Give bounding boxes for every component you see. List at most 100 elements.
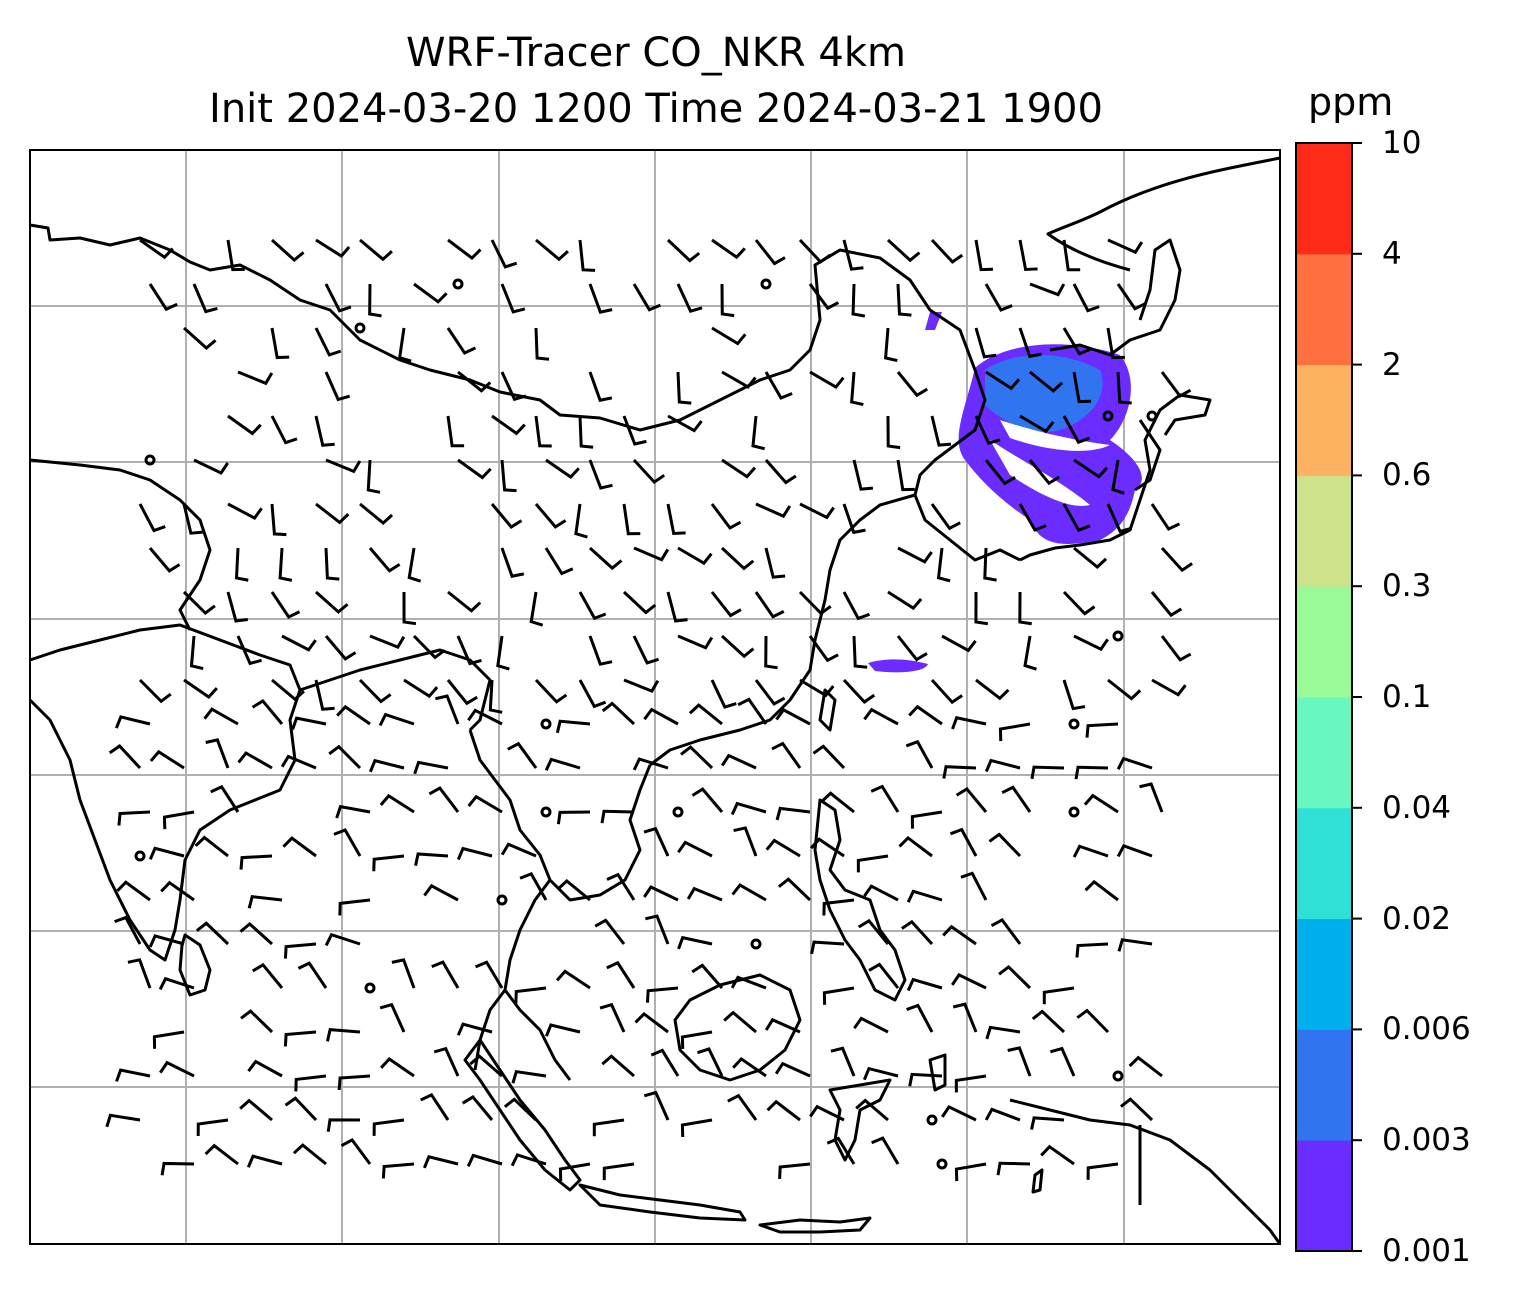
wind-barb — [720, 753, 757, 770]
wind-barb — [765, 838, 801, 858]
wind-barb — [667, 414, 703, 433]
wind-barb — [960, 871, 988, 901]
wind-barb — [1029, 282, 1066, 297]
wind-barb — [1018, 503, 1047, 532]
wind-barb — [721, 458, 757, 479]
wind-barb — [632, 458, 666, 485]
wind-barb — [1083, 793, 1119, 814]
wind-barb — [535, 238, 569, 262]
wind-barb — [578, 679, 607, 709]
wind-barb — [315, 238, 351, 259]
wind-barb — [544, 757, 581, 771]
wind-barb — [775, 707, 811, 726]
wind-barb — [677, 935, 713, 950]
wind-barb — [897, 546, 933, 564]
wind-barb — [203, 707, 239, 726]
wind-barb — [368, 283, 382, 318]
wind-barb — [138, 678, 172, 704]
wind-barb — [270, 327, 290, 360]
wind-barb — [251, 698, 284, 725]
wind-barb — [578, 239, 596, 272]
wind-barb — [633, 546, 670, 562]
calm-wind-marker — [936, 1158, 948, 1170]
colorbar-segment — [1296, 364, 1352, 476]
wind-barb — [431, 960, 460, 989]
wind-barb — [936, 547, 951, 583]
wind-barb — [280, 754, 317, 770]
wind-barb — [852, 635, 868, 669]
wind-barb — [514, 986, 547, 1004]
wind-barb — [1062, 327, 1092, 356]
wind-barb — [324, 283, 352, 313]
wind-barb — [778, 1162, 811, 1180]
wind-barb — [534, 503, 567, 529]
wind-barb — [731, 883, 767, 902]
wind-barb — [148, 846, 185, 860]
calm-wind-marker — [1068, 718, 1080, 730]
wind-barb — [600, 809, 635, 824]
wind-barb — [809, 837, 845, 858]
colorbar-tick-label: 0.003 — [1382, 1122, 1471, 1159]
wind-barb — [284, 1096, 318, 1122]
wind-barb — [291, 716, 327, 730]
wind-barb — [984, 459, 1016, 486]
wind-barb — [380, 1057, 415, 1078]
gridlines — [30, 150, 1280, 1244]
wind-barb — [905, 739, 934, 769]
wind-barb — [117, 810, 151, 826]
wind-barb — [114, 915, 142, 945]
wind-barb — [240, 1009, 274, 1034]
wind-barb — [732, 1056, 767, 1078]
wind-barb — [333, 828, 362, 857]
wind-barb — [754, 679, 786, 706]
wind-barb — [578, 591, 607, 621]
wind-barb — [239, 1098, 273, 1122]
wind-barb — [754, 591, 785, 619]
colorbar-segment — [1296, 253, 1352, 366]
wind-barb — [555, 719, 591, 734]
wind-barb — [1116, 371, 1132, 405]
wind-barb — [519, 872, 548, 901]
wind-barb — [666, 238, 701, 263]
wind-barb — [236, 635, 263, 666]
wind-barb — [766, 1099, 801, 1122]
wind-barb — [820, 791, 855, 814]
wind-barb — [466, 1153, 503, 1167]
colorbar-segment — [1296, 697, 1352, 809]
wind-barb — [271, 678, 305, 702]
wind-barb — [457, 370, 492, 393]
wind-barb — [799, 678, 835, 698]
wind-barb — [237, 370, 274, 386]
wind-barb — [324, 547, 340, 581]
wind-barb — [901, 919, 934, 946]
calm-wind-marker — [496, 894, 508, 906]
wind-barb — [227, 414, 262, 436]
wind-barb — [733, 826, 758, 857]
wind-barb — [1018, 327, 1042, 359]
wind-barb — [500, 842, 537, 858]
wind-barb — [148, 283, 178, 312]
wind-barb — [270, 415, 298, 445]
wind-barb — [193, 458, 229, 475]
wind-barb — [127, 958, 152, 989]
wind-barb — [227, 502, 263, 520]
wind-barb — [491, 414, 526, 436]
colorbar — [1295, 142, 1362, 1252]
wind-barb — [1062, 239, 1081, 272]
wind-barb — [988, 832, 1022, 858]
wind-barb — [851, 283, 866, 318]
wind-barb — [378, 712, 415, 727]
wind-barb — [974, 239, 994, 272]
wind-barb — [676, 283, 703, 314]
wind-barb — [1119, 1097, 1154, 1122]
wind-barb — [842, 239, 864, 271]
wind-barb — [632, 283, 661, 312]
wind-barb — [588, 459, 613, 490]
wind-barb — [955, 786, 988, 813]
wind-barb — [428, 786, 460, 813]
wind-barb — [751, 415, 765, 451]
wind-barb — [1073, 546, 1108, 569]
wind-barb — [942, 765, 977, 779]
wind-barb — [138, 503, 166, 533]
wind-barb — [896, 459, 915, 492]
